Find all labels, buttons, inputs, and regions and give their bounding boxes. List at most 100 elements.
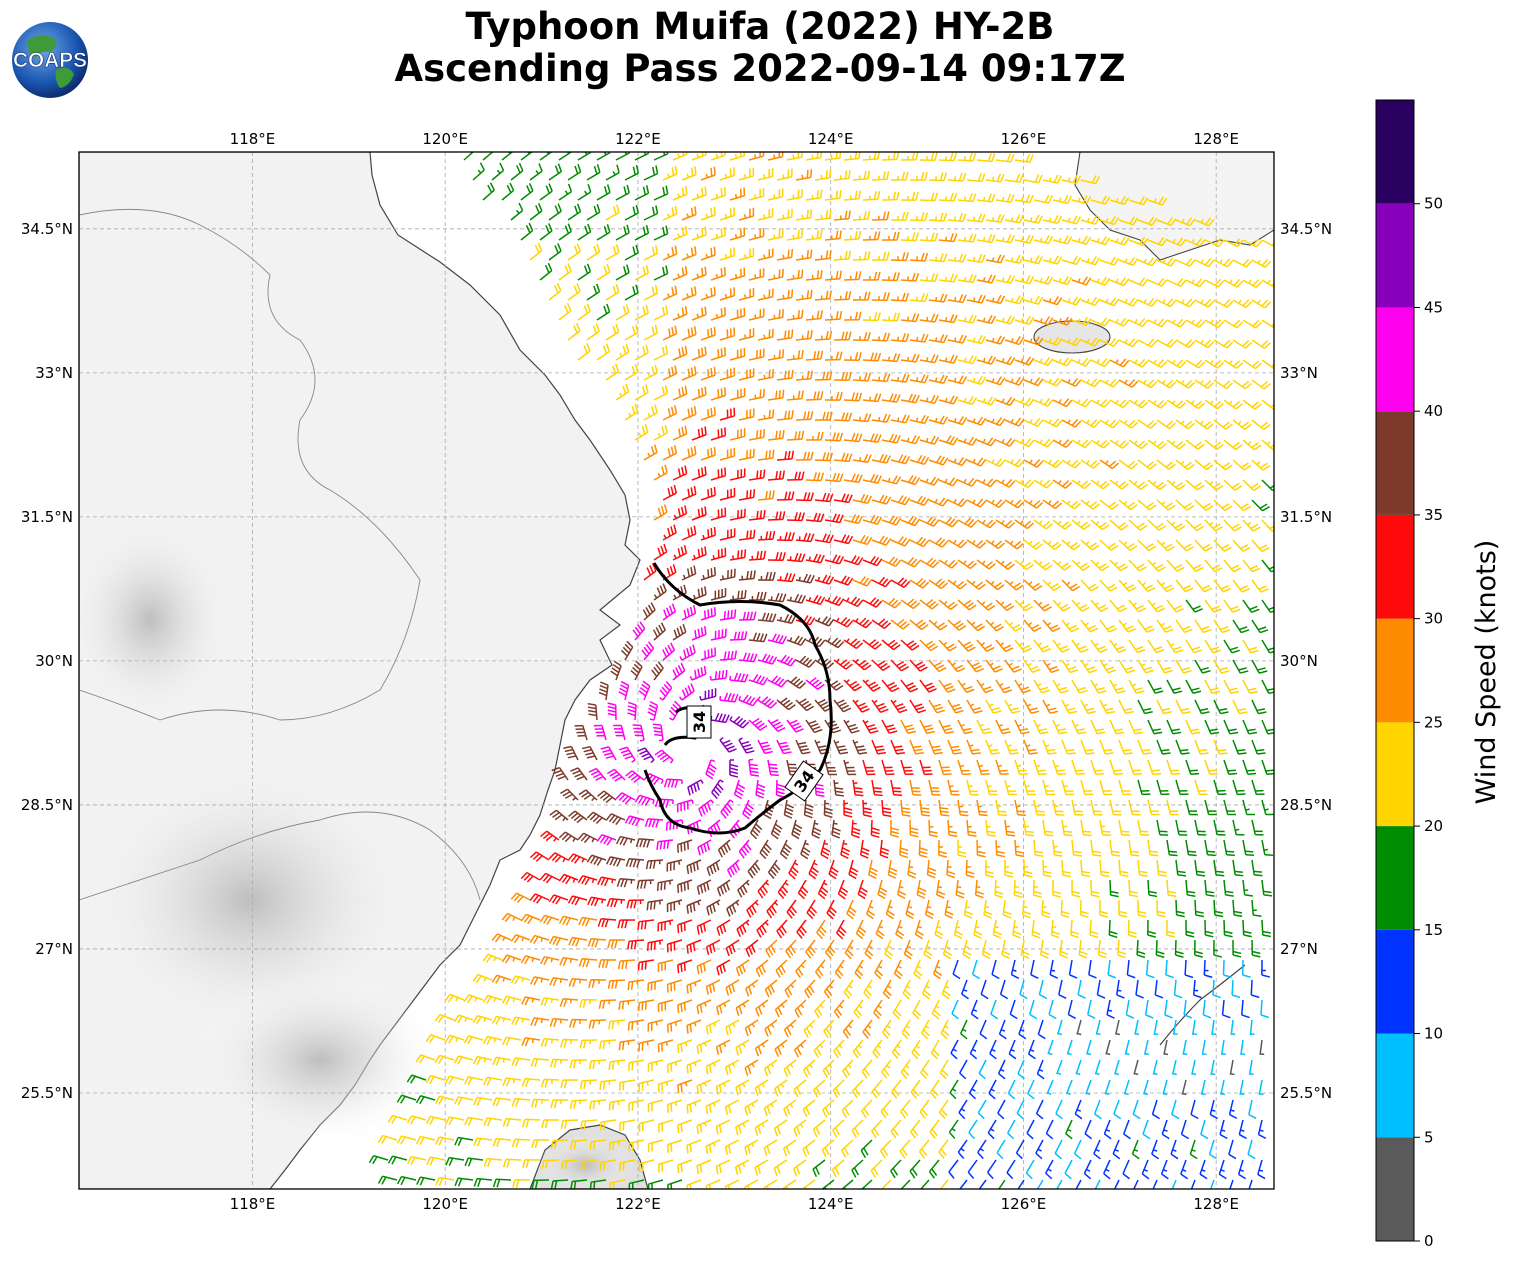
barb-feather bbox=[548, 223, 553, 232]
wind-barb bbox=[1185, 278, 1206, 288]
barb-staff bbox=[1071, 199, 1087, 205]
barb-half-feather bbox=[1068, 177, 1071, 182]
barb-feather bbox=[1151, 258, 1158, 267]
wind-barb bbox=[672, 152, 688, 161]
wind-barb bbox=[691, 226, 707, 241]
wind-barb bbox=[871, 211, 890, 221]
barb-half-feather bbox=[792, 274, 795, 280]
barb-feather bbox=[930, 192, 935, 201]
barb-feather bbox=[1015, 173, 1021, 182]
barb-staff bbox=[624, 292, 639, 301]
wind-barb bbox=[1232, 299, 1253, 309]
wind-barb bbox=[1042, 214, 1063, 225]
wind-barb bbox=[1033, 235, 1054, 245]
barb-feather bbox=[1166, 298, 1174, 306]
barb-half-feather bbox=[1257, 299, 1261, 304]
wind-barb bbox=[843, 311, 862, 321]
barb-feather bbox=[991, 193, 996, 203]
wind-barb bbox=[1232, 258, 1253, 268]
wind-barb bbox=[824, 189, 842, 201]
wind-barb bbox=[653, 185, 669, 201]
barb-staff bbox=[881, 319, 898, 322]
wind-barb bbox=[900, 232, 919, 242]
wind-barb bbox=[520, 182, 534, 201]
barb-feather bbox=[863, 251, 867, 260]
barb-feather bbox=[753, 489, 756, 498]
barb-feather bbox=[749, 530, 752, 539]
wind-barb bbox=[558, 302, 572, 321]
barb-feather bbox=[593, 285, 598, 294]
barb-half-feather bbox=[763, 294, 766, 299]
barb-half-feather bbox=[763, 214, 766, 219]
barb-feather bbox=[1161, 279, 1168, 287]
barb-half-feather bbox=[964, 277, 967, 282]
wind-barb bbox=[681, 206, 697, 221]
barb-feather bbox=[643, 152, 647, 156]
barb-feather bbox=[526, 185, 531, 194]
wind-barb bbox=[1033, 194, 1053, 204]
barb-feather bbox=[943, 172, 948, 181]
wind-barb bbox=[1128, 236, 1149, 246]
barb-feather bbox=[603, 265, 608, 275]
barb-feather bbox=[723, 307, 727, 316]
barb-staff bbox=[1014, 159, 1030, 163]
barb-feather bbox=[1047, 276, 1054, 285]
barb-staff bbox=[558, 310, 572, 321]
wind-barbs bbox=[368, 152, 1274, 1189]
barb-feather bbox=[707, 369, 710, 378]
barb-feather bbox=[606, 263, 611, 273]
wind-barb bbox=[624, 284, 639, 301]
barb-feather bbox=[930, 313, 936, 322]
wind-barb bbox=[1061, 215, 1082, 225]
barb-feather bbox=[1104, 277, 1111, 286]
barb-staff bbox=[729, 154, 745, 161]
barb-staff bbox=[1014, 239, 1030, 244]
barb-half-feather bbox=[1001, 317, 1005, 322]
barb-staff bbox=[710, 314, 726, 321]
barb-feather bbox=[934, 273, 939, 282]
barb-feather bbox=[829, 169, 832, 178]
barb-staff bbox=[757, 296, 773, 301]
barb-staff bbox=[463, 152, 475, 161]
barb-staff bbox=[558, 230, 572, 241]
barb-feather bbox=[723, 267, 726, 276]
barb-feather bbox=[1038, 174, 1043, 183]
barb-feather bbox=[1101, 236, 1107, 244]
wind-barb bbox=[776, 168, 793, 181]
barb-feather bbox=[1091, 215, 1097, 224]
barb-feather bbox=[806, 169, 809, 179]
barb-half-feather bbox=[715, 233, 719, 239]
barb-feather bbox=[835, 190, 839, 199]
wind-barb bbox=[1109, 277, 1130, 287]
barb-feather bbox=[930, 273, 935, 282]
wind-barb bbox=[795, 169, 813, 181]
barb-feather bbox=[567, 183, 573, 192]
barb-feather bbox=[704, 386, 707, 395]
barb-feather bbox=[996, 173, 1002, 182]
barb-feather bbox=[713, 366, 716, 376]
barb-feather bbox=[704, 306, 707, 315]
barb-feather bbox=[740, 590, 744, 599]
barb-staff bbox=[1033, 199, 1049, 204]
wind-barb bbox=[909, 212, 928, 222]
barb-feather bbox=[867, 291, 871, 300]
barb-feather bbox=[663, 152, 666, 156]
wind-barb bbox=[567, 243, 582, 261]
barb-staff bbox=[529, 170, 543, 181]
wind-barb bbox=[662, 165, 678, 181]
barb-staff bbox=[472, 169, 485, 181]
wind-barb bbox=[482, 182, 495, 201]
barb-half-feather bbox=[811, 154, 814, 159]
barb-feather bbox=[701, 267, 704, 277]
barb-feather bbox=[720, 188, 723, 197]
barb-feather bbox=[920, 212, 925, 221]
barb-staff bbox=[995, 159, 1011, 163]
barb-half-feather bbox=[1238, 299, 1242, 304]
barb-feather bbox=[901, 292, 906, 301]
barb-staff bbox=[795, 176, 811, 181]
wind-barb bbox=[995, 315, 1016, 325]
barb-feather bbox=[858, 190, 861, 199]
barb-feather bbox=[1010, 234, 1015, 244]
barb-staff bbox=[1137, 299, 1152, 307]
barb-feather bbox=[896, 312, 901, 322]
